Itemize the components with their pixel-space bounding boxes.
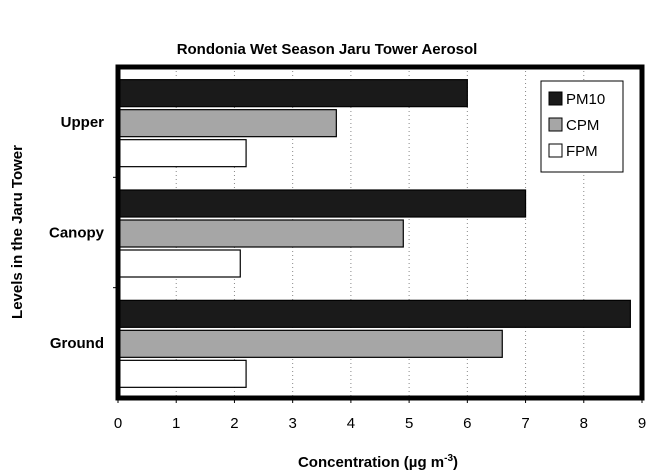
bar-cpm-upper [117,109,337,138]
x-tick-label: 2 [230,415,238,432]
x-tick-label: 5 [405,415,413,432]
bar-pm10-canopy [117,189,527,218]
x-axis-title-main: Concentration (µg m [298,454,444,470]
x-tick-label: 4 [347,415,355,432]
category-label: Upper [61,114,105,131]
bars [117,79,631,388]
x-axis-title: Concentration (µg m-3) [298,453,458,470]
bar-fpm-upper [117,139,247,168]
bar-fpm-canopy [117,249,241,278]
bar-cpm-ground [117,329,503,358]
bar-fpm-ground [117,359,247,388]
x-tick-label: 8 [580,415,588,432]
x-axis-title-end: ) [453,454,458,470]
legend-label-pm10: PM10 [566,91,605,108]
category-labels: Upper Canopy Ground [49,114,105,352]
chart-title: Rondonia Wet Season Jaru Tower Aerosol [177,41,478,58]
x-tick-label: 9 [638,415,646,432]
x-tick-label: 7 [521,415,529,432]
legend-label-fpm: FPM [566,143,598,160]
legend-swatch-pm10 [548,91,563,106]
x-tick-label: 0 [114,415,122,432]
plot-frame [115,64,645,401]
category-label: Ground [50,335,104,352]
x-axis-tick-labels: 0 1 2 3 4 5 6 7 8 9 [114,398,646,432]
y-axis-title: Levels in the Jaru Tower [9,145,26,319]
x-tick-label: 1 [172,415,180,432]
x-tick-label: 3 [288,415,296,432]
legend-label-cpm: CPM [566,117,599,134]
x-axis-title-superscript: -3 [444,453,453,464]
legend-swatch-cpm [548,117,563,132]
bar-pm10-ground [117,299,631,328]
legend: PM10 CPM FPM [540,80,624,173]
bar-pm10-upper [117,79,468,108]
legend-swatch-fpm [548,143,563,158]
x-tick-label: 6 [463,415,471,432]
category-label: Canopy [49,225,105,242]
bar-cpm-canopy [117,219,404,248]
